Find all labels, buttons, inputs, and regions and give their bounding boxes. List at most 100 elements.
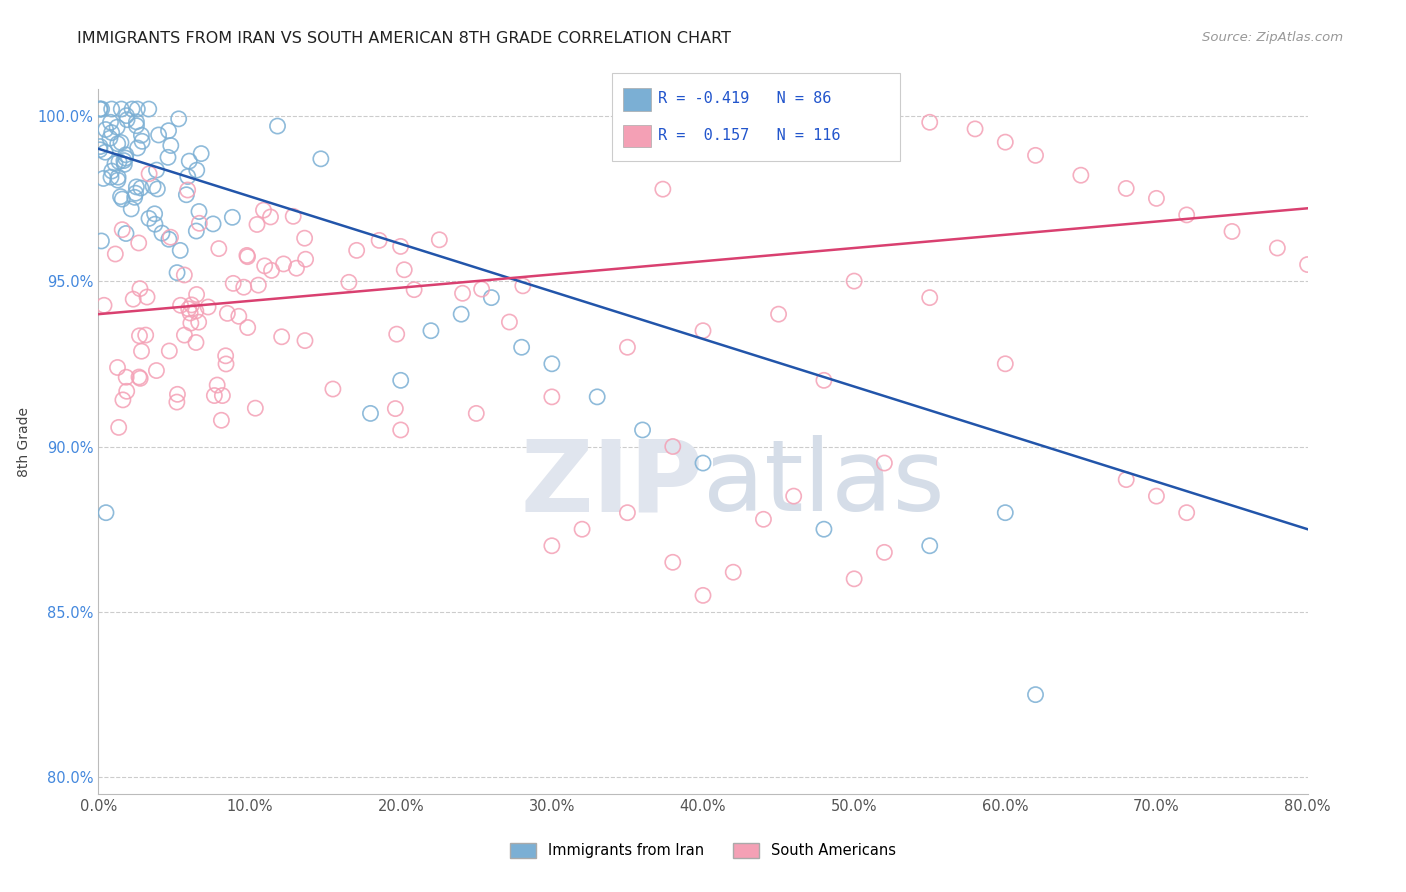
Point [389, 239, 412, 253]
Point [385, 327, 408, 342]
Point [112, 153, 135, 168]
Point [1175, 506, 1198, 520]
Point [128, 328, 150, 343]
Point [89, 143, 111, 157]
Point [252, 203, 274, 218]
Point [337, 276, 360, 290]
Point [89, 102, 111, 116]
Point [166, 395, 188, 409]
Point [177, 301, 200, 316]
Point [273, 257, 295, 271]
Point [205, 378, 228, 392]
Point [873, 545, 896, 559]
Point [1220, 224, 1243, 238]
Point [89, 102, 111, 116]
Point [180, 298, 202, 312]
Point [166, 266, 188, 280]
Point [844, 274, 866, 288]
Point [752, 512, 775, 526]
Point [389, 373, 412, 387]
Point [115, 227, 138, 241]
Point [813, 373, 835, 387]
Point [228, 310, 250, 324]
Point [128, 370, 150, 384]
Point [420, 324, 443, 338]
Point [143, 207, 166, 221]
Point [427, 233, 450, 247]
Point [481, 291, 503, 305]
Point [498, 315, 520, 329]
Point [114, 151, 136, 165]
Point [322, 382, 344, 396]
Point [918, 115, 941, 129]
Point [540, 539, 562, 553]
Point [90, 234, 112, 248]
Point [186, 287, 208, 301]
Point [100, 170, 122, 185]
Point [166, 387, 188, 401]
Point [138, 211, 160, 226]
Point [115, 112, 138, 127]
Point [510, 340, 533, 354]
Point [157, 124, 180, 138]
Point [100, 115, 122, 129]
Point [135, 328, 157, 343]
Point [136, 290, 159, 304]
Point [90, 102, 112, 116]
Point [142, 179, 165, 194]
Point [129, 181, 152, 195]
Point [1115, 473, 1137, 487]
Point [125, 115, 148, 129]
Point [184, 304, 207, 318]
Point [384, 401, 406, 416]
Point [266, 119, 288, 133]
Point [111, 222, 134, 236]
Text: atlas: atlas [703, 435, 945, 533]
Point [186, 163, 208, 178]
Point [150, 226, 173, 240]
Point [173, 328, 195, 343]
Point [157, 343, 180, 358]
Point [246, 218, 269, 232]
Point [104, 247, 127, 261]
Point [176, 187, 198, 202]
Point [723, 566, 745, 580]
Point [197, 300, 219, 314]
Point [247, 278, 270, 293]
Point [692, 456, 714, 470]
Point [232, 280, 254, 294]
Point [107, 170, 129, 185]
Point [176, 183, 198, 197]
Point [110, 189, 132, 203]
Y-axis label: 8th Grade: 8th Grade [17, 407, 31, 476]
Point [108, 154, 131, 169]
Point [187, 315, 209, 329]
Point [214, 349, 236, 363]
Point [100, 126, 122, 140]
Point [125, 180, 148, 194]
Point [783, 489, 806, 503]
Point [540, 390, 562, 404]
Point [89, 139, 111, 153]
Point [107, 136, 129, 151]
Point [124, 190, 146, 204]
Point [1296, 258, 1319, 272]
Text: ZIP: ZIP [520, 435, 703, 533]
Point [208, 242, 231, 256]
Point [209, 413, 232, 427]
Point [994, 506, 1017, 520]
Point [169, 298, 191, 312]
Point [104, 156, 127, 170]
Point [115, 370, 138, 384]
Point [112, 157, 135, 171]
Point [309, 152, 332, 166]
Point [813, 522, 835, 536]
Point [389, 423, 412, 437]
Point [110, 136, 132, 150]
Point [253, 259, 276, 273]
Point [245, 401, 267, 416]
Point [512, 278, 534, 293]
Point [111, 392, 134, 407]
Point [346, 244, 368, 258]
Point [107, 360, 129, 375]
